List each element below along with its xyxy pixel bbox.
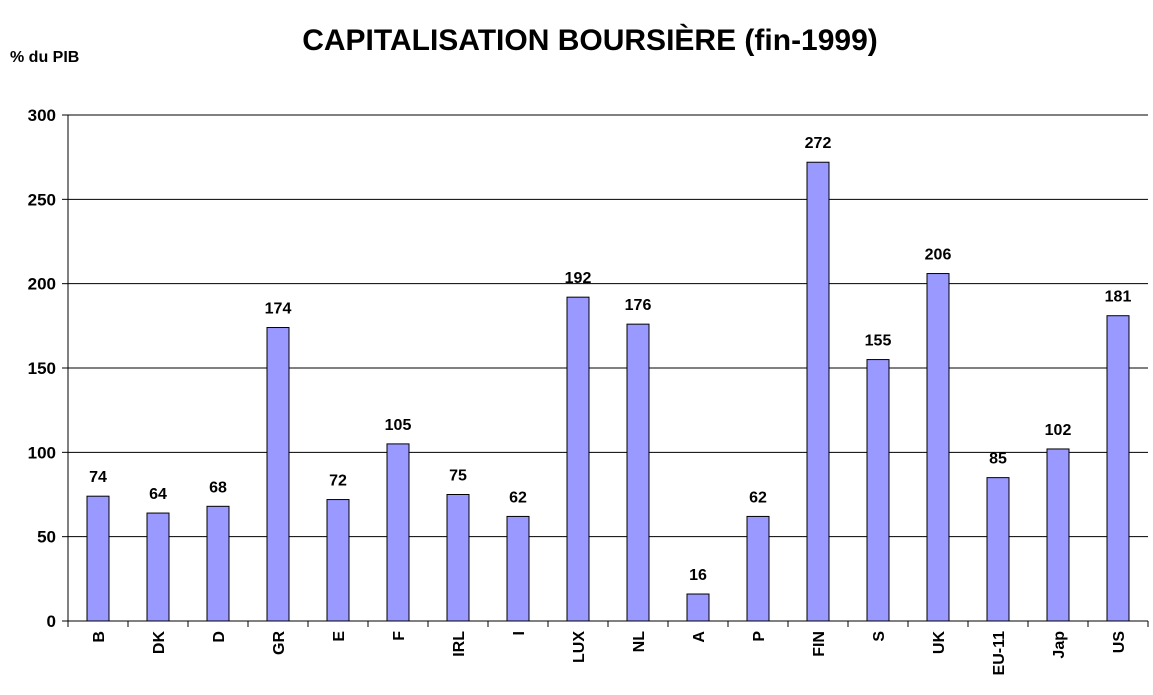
data-label: 102: [1045, 422, 1072, 439]
x-tick-label: NL: [631, 631, 648, 653]
bar: [386, 443, 410, 622]
bar: [506, 515, 530, 622]
data-label: 74: [89, 469, 107, 486]
data-label: 62: [749, 489, 767, 506]
chart-title: CAPITALISATION BOURSIÈRE (fin-1999): [302, 23, 878, 57]
data-label: 16: [689, 567, 707, 584]
y-tick-label: 150: [28, 359, 56, 378]
bar: [806, 161, 830, 622]
data-label: 272: [805, 135, 832, 152]
x-tick-label: B: [91, 631, 108, 643]
y-tick-label: 100: [28, 443, 56, 462]
bar: [1046, 448, 1070, 622]
x-tick-label: IRL: [451, 631, 468, 657]
bar: [866, 359, 890, 622]
bar: [446, 494, 470, 622]
data-label: 181: [1105, 289, 1132, 306]
bar: [326, 499, 350, 622]
x-tick-label: FIN: [811, 631, 828, 657]
data-label: 64: [149, 486, 167, 503]
bar: [626, 323, 650, 622]
x-tick-label: I: [511, 631, 528, 635]
bar: [266, 327, 290, 622]
x-tick-label: US: [1111, 631, 1128, 654]
x-tick-label: Jap: [1051, 631, 1068, 659]
data-label: 68: [209, 479, 227, 496]
y-tick-label: 200: [28, 275, 56, 294]
x-tick-label: A: [691, 631, 708, 643]
bar: [206, 505, 230, 622]
x-tick-label: UK: [931, 631, 948, 655]
x-tick-label: F: [391, 631, 408, 641]
y-tick-label: 50: [37, 528, 56, 547]
y-tick-label: 0: [47, 612, 56, 631]
data-label: 75: [449, 468, 467, 485]
x-tick-label: GR: [271, 631, 288, 655]
bar: [566, 296, 590, 622]
data-label: 174: [265, 301, 292, 318]
data-label: 62: [509, 489, 527, 506]
x-tick-label: EU-11: [991, 631, 1008, 676]
x-tick-label: D: [211, 631, 228, 643]
data-label: 192: [565, 270, 592, 287]
data-label: 206: [925, 247, 952, 264]
bar: [986, 477, 1010, 622]
bar: [926, 273, 950, 622]
bar: [1106, 315, 1130, 622]
x-tick-label: P: [751, 631, 768, 642]
bar: [686, 593, 710, 622]
data-label: 85: [989, 451, 1007, 468]
data-label: 155: [865, 333, 892, 350]
x-tick-label: LUX: [571, 631, 588, 663]
x-tick-label: S: [871, 631, 888, 642]
data-label: 176: [625, 297, 652, 314]
bar: [146, 512, 170, 622]
y-tick-label: 300: [28, 106, 56, 125]
x-tick-label: E: [331, 631, 348, 642]
bar: [746, 515, 770, 622]
data-label: 72: [329, 473, 347, 490]
bar: [86, 495, 110, 622]
y-axis-label: % du PIB: [10, 49, 79, 66]
x-tick-label: DK: [151, 631, 168, 655]
y-tick-label: 250: [28, 190, 56, 209]
data-label: 105: [385, 417, 412, 434]
